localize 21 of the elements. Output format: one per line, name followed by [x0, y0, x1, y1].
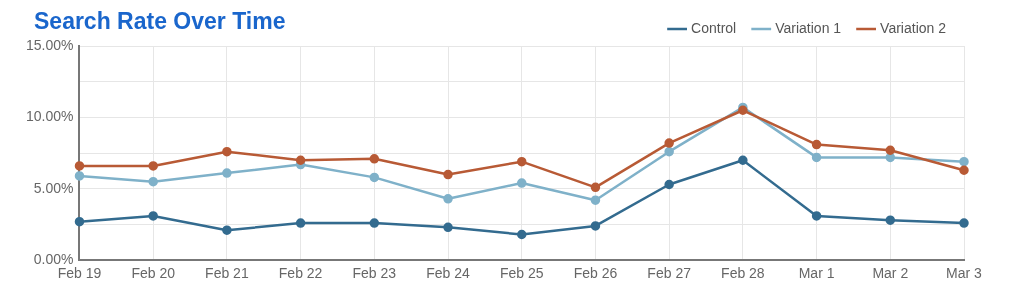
y-tick-label: 15.00% — [26, 36, 74, 53]
legend-label: Control — [691, 19, 737, 36]
x-tick-label: Feb 24 — [426, 265, 471, 282]
x-tick-label: Feb 26 — [573, 265, 618, 282]
x-tick-label: Mar 1 — [798, 265, 835, 282]
x-tick-label: Feb 20 — [131, 265, 176, 282]
x-tick-label: Feb 19 — [57, 265, 102, 282]
y-tick-label: 10.00% — [26, 108, 74, 125]
legend-label: Variation 2 — [880, 19, 947, 36]
x-tick-label: Mar 3 — [946, 265, 983, 282]
x-tick-label: Feb 22 — [278, 265, 323, 282]
x-tick-label: Feb 21 — [205, 265, 249, 282]
x-tick-label: Feb 27 — [647, 265, 692, 282]
x-tick-label: Feb 23 — [352, 265, 397, 282]
legend-label: Variation 1 — [775, 19, 842, 36]
x-tick-label: Mar 2 — [872, 265, 909, 282]
chart-title: Search Rate Over Time — [34, 8, 286, 35]
x-tick-label: Feb 28 — [721, 265, 765, 282]
y-tick-label: 0.00% — [33, 251, 74, 268]
x-tick-label: Feb 25 — [499, 265, 544, 282]
y-tick-label: 5.00% — [33, 179, 74, 196]
